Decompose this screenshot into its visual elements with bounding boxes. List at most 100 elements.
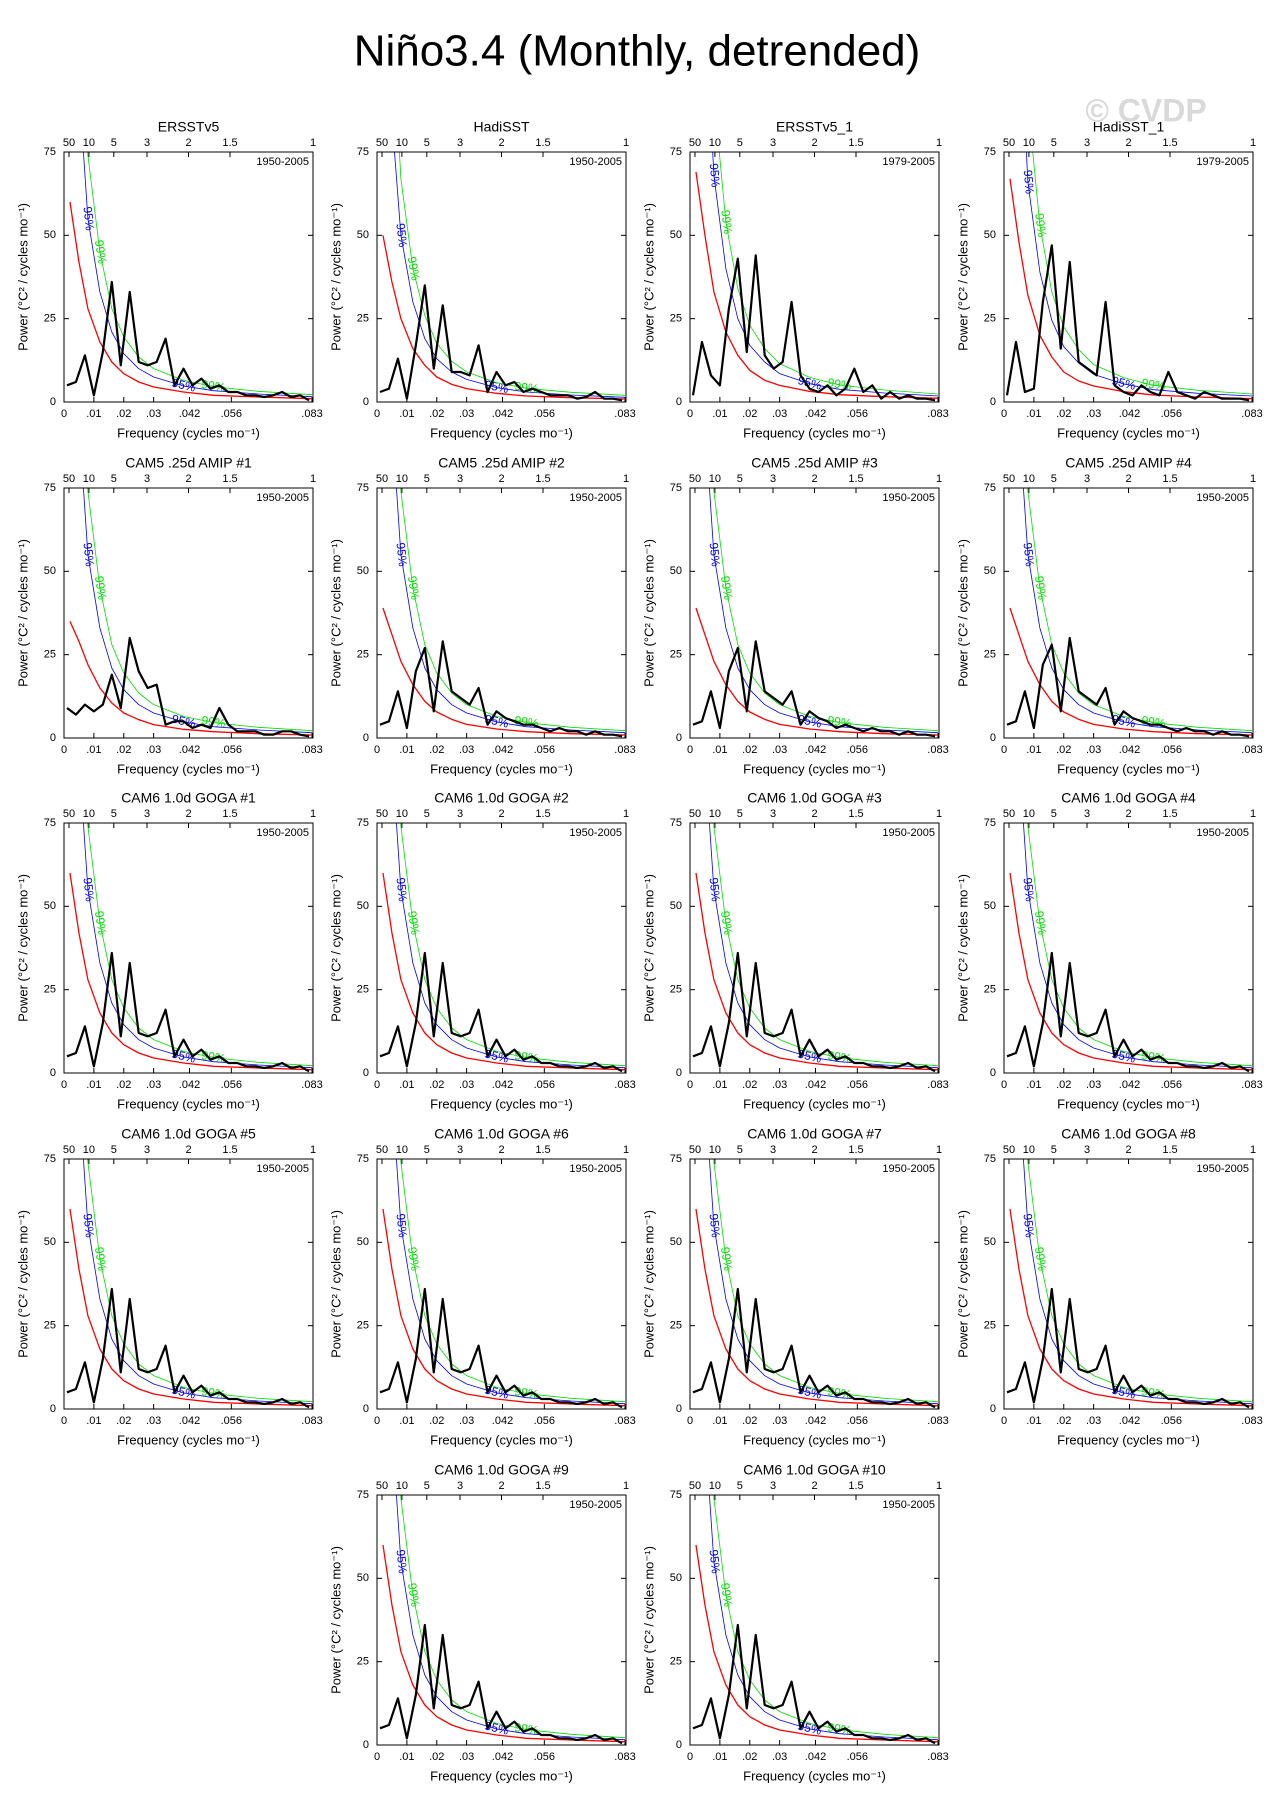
x-tick-label: 0 (374, 408, 380, 420)
top-tick-label: 1.5 (848, 1480, 863, 1492)
significance-curve (396, 823, 626, 1069)
y-tick-label: 25 (670, 649, 682, 661)
y-tick-label: 25 (357, 1320, 369, 1332)
x-tick-label: .03 (772, 1079, 787, 1091)
top-tick-label: 50 (1003, 473, 1015, 485)
y-tick-label: 0 (50, 396, 56, 408)
top-tick-label: 1.5 (1162, 137, 1177, 149)
top-tick-label: 1.5 (848, 137, 863, 149)
spectrum-line (1005, 244, 1250, 402)
plot-area: 95%95%99%99% (66, 488, 313, 738)
significance-label: 99% (405, 1246, 423, 1272)
significance-curve (396, 488, 626, 734)
top-tick-label: 1.5 (848, 808, 863, 820)
top-tick-label: 50 (1003, 137, 1015, 149)
significance-curve (709, 488, 939, 734)
x-tick-label: 0 (687, 744, 693, 756)
watermark: © CVDP (1085, 92, 1206, 128)
x-tick-label: .03 (146, 1079, 161, 1091)
y-tick-label: 75 (44, 482, 56, 494)
top-tick-label: 3 (144, 808, 150, 820)
significance-curve (87, 1159, 313, 1403)
top-tick-label: 50 (376, 1480, 388, 1492)
top-tick-label: 3 (144, 473, 150, 485)
plot-frame (63, 1158, 314, 1410)
period-label: 1950-2005 (882, 827, 935, 839)
x-tick-label: 0 (61, 1079, 67, 1091)
top-tick-label: 2 (185, 808, 191, 820)
spectrum-line (1006, 951, 1250, 1073)
significance-curve (1032, 152, 1253, 395)
significance-label: 95% (394, 542, 410, 568)
x-axis-label: Frequency (cycles mo⁻¹) (1057, 1432, 1200, 1447)
significance-curve (83, 1159, 313, 1405)
plot-frame (689, 822, 940, 1074)
significance-curve (709, 1159, 939, 1405)
top-tick-label: 2 (1125, 808, 1131, 820)
red-noise-line (69, 1208, 313, 1407)
panel: CAM6 1.0d GOGA #8 1950-2005 Frequency (cyc… (955, 1126, 1262, 1448)
panel-title: CAM5 .25d AMIP #2 (438, 455, 565, 471)
significance-label: 99% (201, 1048, 227, 1065)
plot-area: 95%95%99%99% (66, 823, 313, 1073)
x-tick-label: .042 (179, 1079, 200, 1091)
x-tick-label: 0 (1001, 1079, 1007, 1091)
significance-label: 95% (1021, 877, 1037, 903)
y-tick-label: 0 (990, 396, 996, 408)
period-label: 1950-2005 (256, 156, 309, 168)
red-noise-line (382, 235, 626, 400)
period-label: 1950-2005 (882, 1499, 935, 1511)
x-axis-label: Frequency (cycles mo⁻¹) (430, 761, 573, 776)
top-tick-label: 2 (185, 137, 191, 149)
top-tick-label: 50 (1003, 808, 1015, 820)
x-tick-label: .042 (492, 1415, 513, 1427)
significance-label: 95% (393, 223, 410, 249)
y-tick-label: 75 (670, 146, 682, 158)
top-tick-label: 1 (310, 473, 316, 485)
significance-curve (712, 152, 939, 397)
y-tick-label: 75 (357, 817, 369, 829)
x-tick-label: 0 (374, 1415, 380, 1427)
y-tick-label: 50 (357, 229, 369, 241)
significance-label: 99% (827, 1384, 853, 1401)
x-tick-label: .083 (301, 408, 322, 420)
x-tick-label: .02 (116, 1415, 131, 1427)
x-tick-label: .056 (221, 408, 242, 420)
spectrum-line (66, 636, 310, 738)
spectrum-line (1006, 1287, 1250, 1409)
y-tick-label: 0 (50, 1067, 56, 1079)
panel: CAM6 1.0d GOGA #2 1950-2005 Frequency (cyc… (328, 790, 635, 1112)
plot-frame (689, 1158, 940, 1410)
plot-area: 95%95%99%99% (379, 152, 626, 402)
x-tick-label: .042 (805, 1079, 826, 1091)
y-axis-label: Power (°C² / cycles mo⁻¹) (641, 1546, 656, 1694)
x-tick-label: .02 (116, 744, 131, 756)
x-tick-label: 0 (61, 744, 67, 756)
y-tick-label: 75 (357, 482, 369, 494)
significance-label: 95% (707, 1549, 723, 1575)
y-tick-label: 75 (984, 146, 996, 158)
significance-label: 99% (405, 910, 423, 936)
significance-curve (713, 1495, 939, 1739)
significance-label: 99% (201, 377, 227, 394)
x-tick-label: 0 (61, 1415, 67, 1427)
significance-label: 95% (81, 206, 97, 232)
y-tick-label: 75 (984, 817, 996, 829)
y-axis-label: Power (°C² / cycles mo⁻¹) (641, 874, 656, 1022)
top-tick-label: 5 (737, 808, 743, 820)
x-axis-label: Frequency (cycles mo⁻¹) (430, 1096, 573, 1111)
x-axis-label: Frequency (cycles mo⁻¹) (1057, 1096, 1200, 1111)
significance-curve (1023, 823, 1253, 1069)
significance-label: 99% (405, 575, 423, 601)
x-tick-label: .03 (459, 1415, 474, 1427)
x-tick-label: .02 (1056, 408, 1071, 420)
top-tick-label: 10 (709, 1144, 721, 1156)
significance-label: 95% (1021, 1213, 1037, 1239)
y-axis-label: Power (°C² / cycles mo⁻¹) (641, 1210, 656, 1358)
red-noise-line (695, 171, 939, 399)
y-tick-label: 50 (357, 1236, 369, 1248)
spectrum-line (379, 1287, 623, 1409)
y-axis-label: Power (°C² / cycles mo⁻¹) (955, 874, 970, 1022)
y-tick-label: 0 (363, 1739, 369, 1751)
y-tick-label: 75 (44, 146, 56, 158)
